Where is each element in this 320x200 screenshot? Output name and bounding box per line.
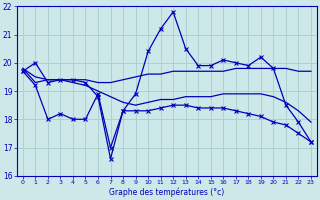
X-axis label: Graphe des températures (°c): Graphe des températures (°c)	[109, 188, 225, 197]
